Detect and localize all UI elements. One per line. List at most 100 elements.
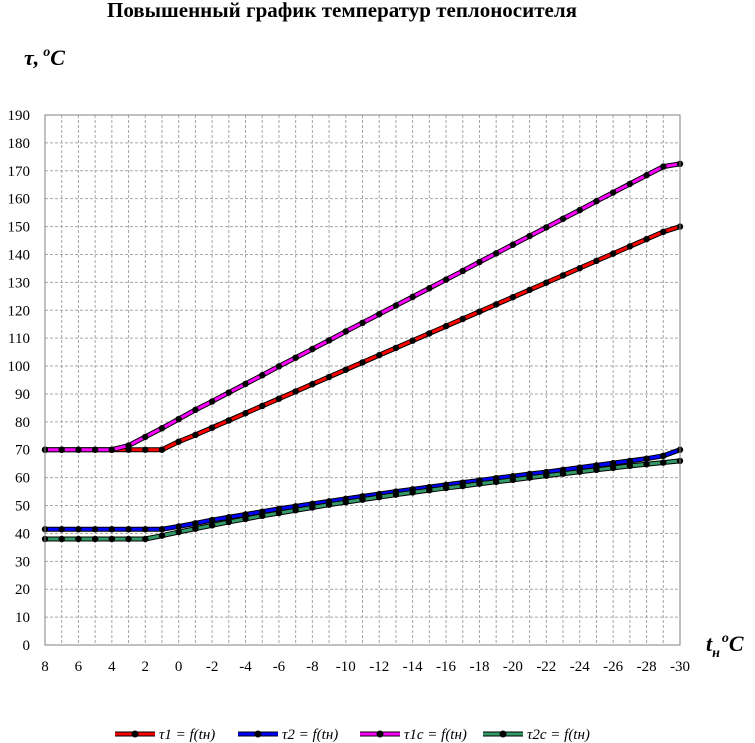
y-axis-label: τ, oC	[24, 45, 65, 70]
data-point	[208, 424, 216, 431]
data-point	[91, 446, 99, 453]
x-tick-label: -6	[273, 659, 286, 675]
data-point	[342, 328, 349, 335]
data-point	[376, 493, 383, 501]
data-point	[643, 172, 650, 179]
y-tick-label: 80	[15, 415, 30, 431]
data-point	[342, 366, 349, 373]
y-tick-label: 60	[15, 471, 30, 487]
data-point	[593, 466, 600, 474]
y-tick-label: 140	[8, 247, 31, 263]
data-point	[660, 459, 667, 466]
data-point	[392, 491, 400, 498]
data-point	[175, 415, 182, 423]
x-tick-label: 6	[75, 659, 83, 675]
data-point	[609, 189, 617, 196]
data-point	[626, 180, 634, 188]
data-point	[359, 359, 366, 366]
data-point	[75, 535, 82, 543]
data-point	[643, 455, 650, 462]
y-axis-label-sup: o	[43, 45, 50, 60]
x-tick-label: -24	[570, 659, 590, 675]
data-point	[559, 272, 567, 279]
data-point	[492, 250, 500, 257]
y-tick-label: 190	[8, 108, 31, 124]
data-point	[643, 235, 650, 243]
data-point	[158, 526, 166, 533]
y-tick-label: 50	[15, 499, 30, 515]
legend-label: τ2c = f(tн)	[527, 727, 590, 743]
data-point	[660, 163, 667, 170]
data-point	[476, 308, 483, 315]
data-point	[108, 526, 116, 533]
data-point	[559, 470, 567, 477]
data-point	[175, 528, 182, 536]
x-tick-label: -18	[469, 659, 489, 675]
data-point	[125, 535, 132, 543]
y-tick-label: 120	[8, 303, 31, 319]
data-point	[208, 516, 216, 524]
x-tick-label: 0	[175, 659, 183, 675]
data-point	[158, 425, 166, 432]
data-point	[158, 446, 166, 453]
data-point	[242, 380, 249, 388]
data-point	[175, 523, 182, 530]
legend: τ1 = f(tн) τ2 = f(tн) τ1c = f(tн) τ2c = f(t…	[115, 727, 590, 743]
y-tick-labels: 0 10 20 30 40 50 60 70 80 90 100 110 120 130 140 150 160…	[8, 108, 31, 654]
x-axis-label-main: t	[706, 631, 713, 656]
data-point	[158, 532, 166, 539]
data-point	[376, 310, 383, 318]
data-point	[609, 459, 617, 467]
data-point	[275, 363, 283, 370]
data-point	[309, 380, 316, 388]
data-point	[409, 489, 416, 496]
data-point	[225, 417, 233, 424]
y-tick-label: 170	[8, 164, 31, 180]
data-point	[543, 279, 550, 286]
y-tick-label: 10	[15, 610, 30, 626]
data-point	[75, 446, 82, 453]
x-tick-label: -12	[369, 659, 389, 675]
data-point	[292, 388, 299, 395]
x-tick-label: -8	[306, 659, 319, 675]
x-tick-label: -16	[436, 659, 456, 675]
y-tick-label: 150	[8, 220, 31, 236]
data-point	[192, 520, 199, 527]
y-tick-label: 130	[8, 275, 31, 291]
data-point	[609, 250, 617, 257]
data-point	[660, 452, 667, 460]
data-point	[526, 232, 533, 240]
data-point	[626, 462, 634, 470]
y-axis-label-main: τ,	[24, 45, 39, 70]
data-point	[459, 482, 466, 490]
data-point	[58, 535, 65, 543]
data-point	[225, 389, 233, 396]
data-point	[359, 319, 366, 327]
data-point	[275, 395, 283, 402]
data-point	[492, 478, 500, 486]
data-point	[426, 486, 433, 494]
legend-marker	[131, 730, 139, 738]
data-point	[208, 522, 216, 529]
data-point	[142, 535, 149, 543]
y-tick-label: 160	[8, 192, 31, 208]
legend-label: τ1c = f(tн)	[404, 727, 467, 743]
data-point	[409, 337, 416, 344]
x-tick-label: -30	[670, 659, 690, 675]
x-tick-labels: 8 6 4 2 0 -2 -4 -6 -8 -10 -12 -14 -16 -18 -20 -22 -24 -26…	[41, 659, 690, 675]
x-tick-label: -20	[503, 659, 523, 675]
data-point	[91, 535, 99, 543]
x-tick-label: -22	[536, 659, 556, 675]
data-point	[609, 464, 617, 472]
data-point	[526, 286, 533, 294]
data-point	[476, 480, 483, 487]
data-point	[626, 243, 634, 250]
y-tick-label: 20	[15, 582, 30, 598]
y-tick-label: 40	[15, 526, 30, 542]
series-group	[41, 160, 684, 543]
data-point	[91, 526, 99, 533]
data-point	[660, 228, 667, 236]
data-point	[309, 345, 316, 353]
data-point	[175, 438, 182, 445]
